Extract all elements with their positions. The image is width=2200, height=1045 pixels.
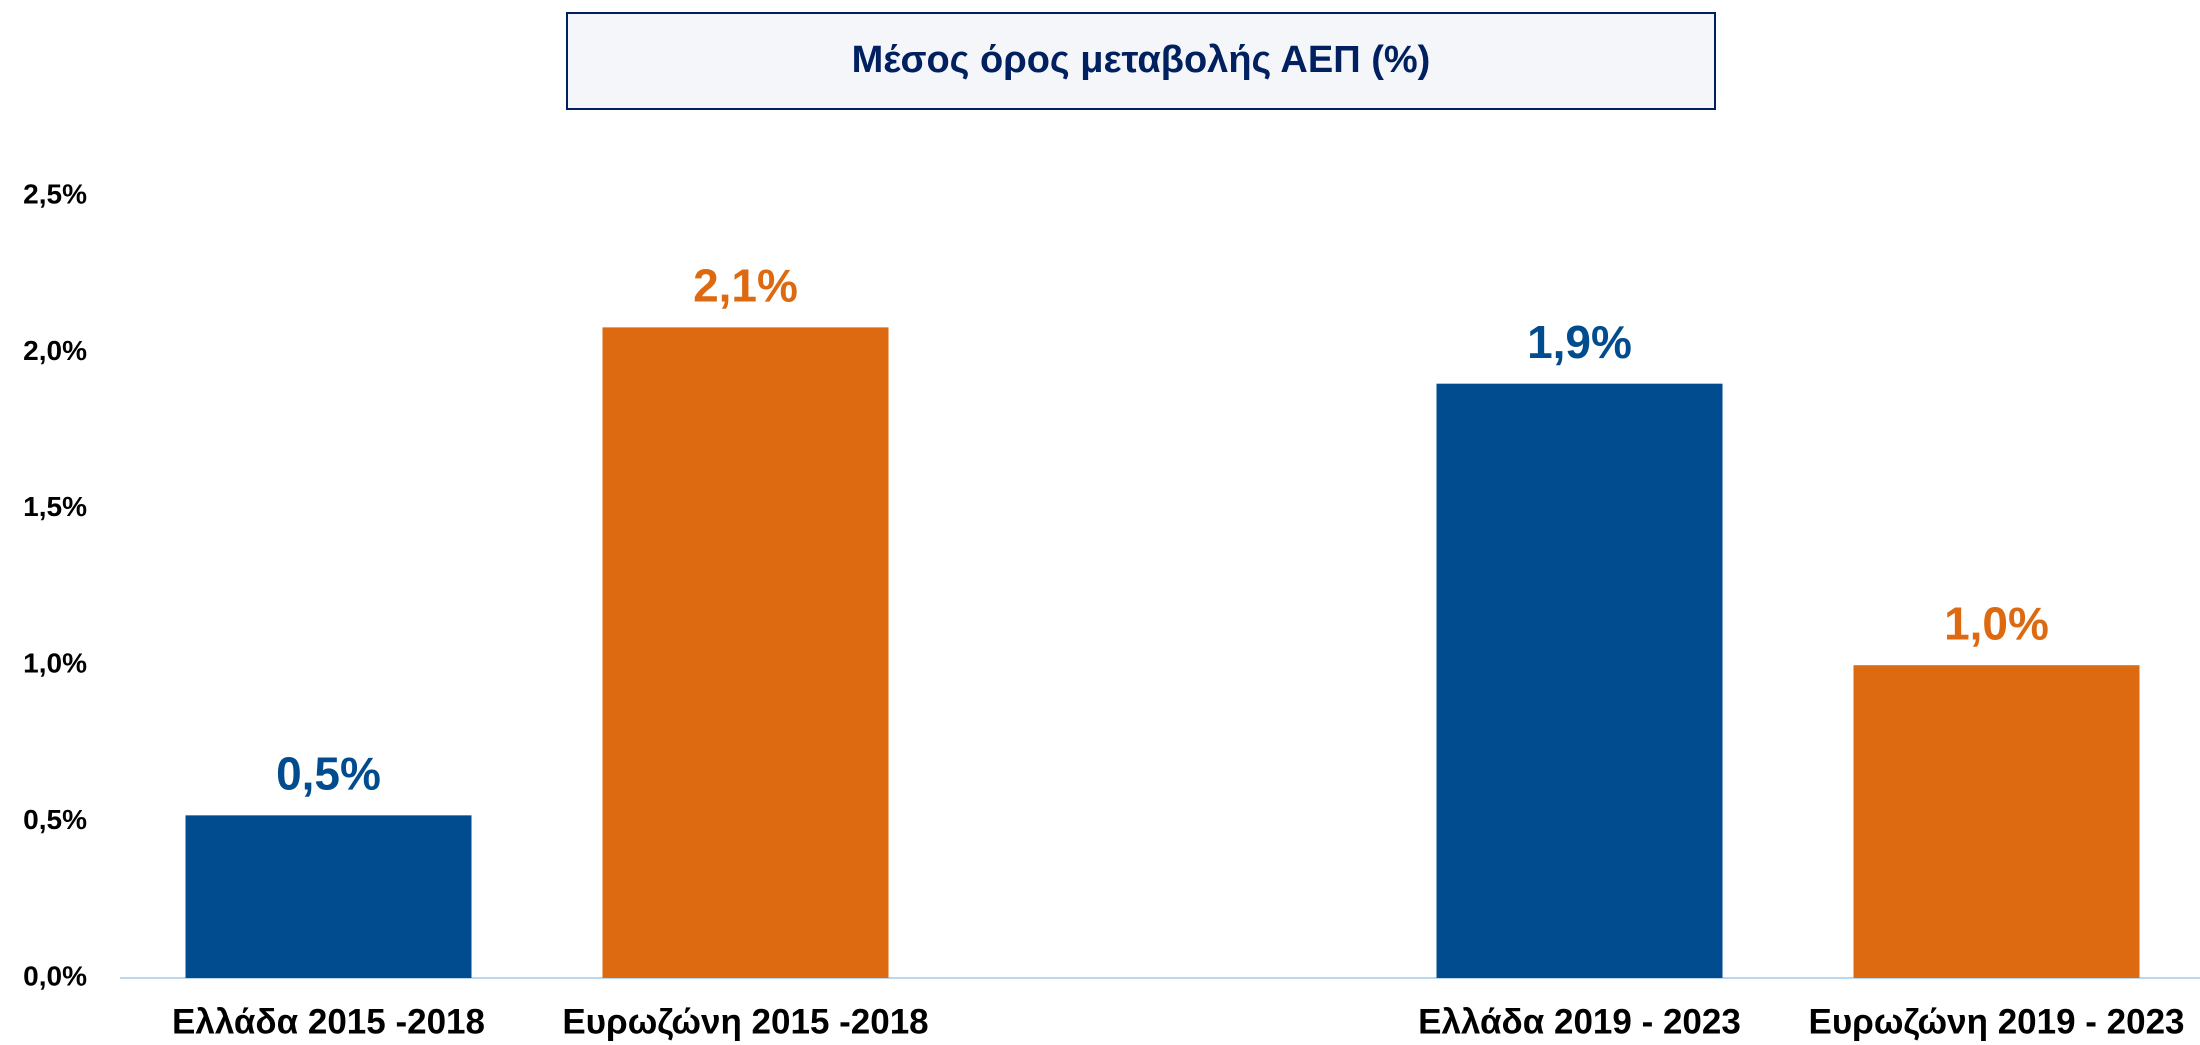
title-box bbox=[566, 12, 1716, 110]
value-label: 1,9% bbox=[1527, 316, 1632, 368]
x-tick-label: Ελλάδα 2015 -2018 bbox=[172, 1002, 485, 1041]
x-tick-label: Ελλάδα 2019 - 2023 bbox=[1418, 1002, 1741, 1041]
bar bbox=[1853, 665, 2140, 978]
bar bbox=[1436, 383, 1723, 978]
value-label: 1,0% bbox=[1944, 597, 2049, 649]
y-tick-label: 2,5% bbox=[23, 178, 87, 209]
value-label: 2,1% bbox=[693, 260, 798, 312]
bar bbox=[602, 327, 889, 979]
y-tick-label: 0,5% bbox=[23, 804, 87, 835]
x-tick-label: Ευρωζώνη 2019 - 2023 bbox=[1808, 1002, 2184, 1041]
value-label: 0,5% bbox=[276, 748, 381, 800]
x-tick-label: Ευρωζώνη 2015 -2018 bbox=[562, 1002, 928, 1041]
bar bbox=[185, 815, 472, 978]
y-tick-label: 2,0% bbox=[23, 335, 87, 366]
y-tick-label: 1,5% bbox=[23, 491, 87, 522]
chart-title: Μέσος όρος μεταβολής ΑΕΠ (%) bbox=[852, 39, 1431, 81]
y-tick-label: 0,0% bbox=[23, 960, 87, 991]
y-tick-label: 1,0% bbox=[23, 648, 87, 679]
